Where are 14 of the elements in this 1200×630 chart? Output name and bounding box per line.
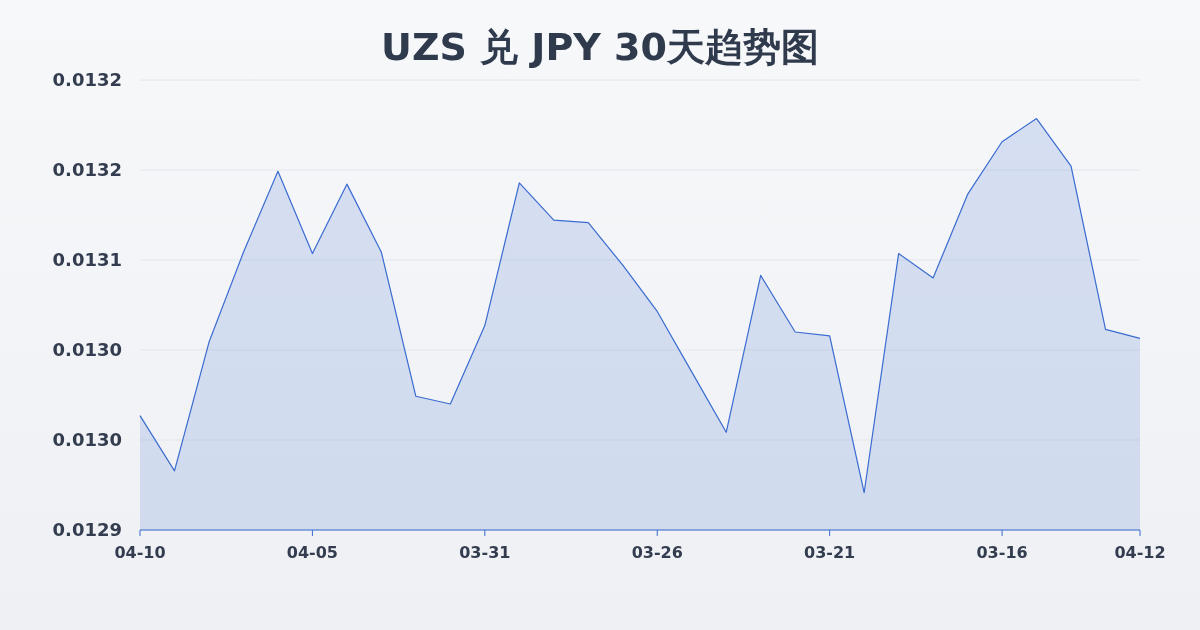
- y-tick-label: 0.0132: [52, 69, 122, 90]
- chart-title: UZS 兑 JPY 30天趋势图: [381, 25, 819, 69]
- x-tick-label: 03-26: [631, 543, 683, 562]
- x-tick-label: 04-05: [286, 543, 338, 562]
- y-tick-label: 0.0130: [52, 339, 122, 360]
- y-tick-label: 0.0131: [52, 249, 122, 270]
- y-tick-label: 0.0130: [52, 429, 122, 450]
- y-tick-label: 0.0132: [52, 159, 122, 180]
- x-tick-label: 03-31: [459, 543, 511, 562]
- y-tick-label: 0.0129: [52, 519, 122, 540]
- x-tick-label: 04-12: [1114, 543, 1166, 562]
- x-tick-label: 04-10: [114, 543, 166, 562]
- x-tick-label: 03-21: [804, 543, 856, 562]
- x-tick-label: 03-16: [976, 543, 1028, 562]
